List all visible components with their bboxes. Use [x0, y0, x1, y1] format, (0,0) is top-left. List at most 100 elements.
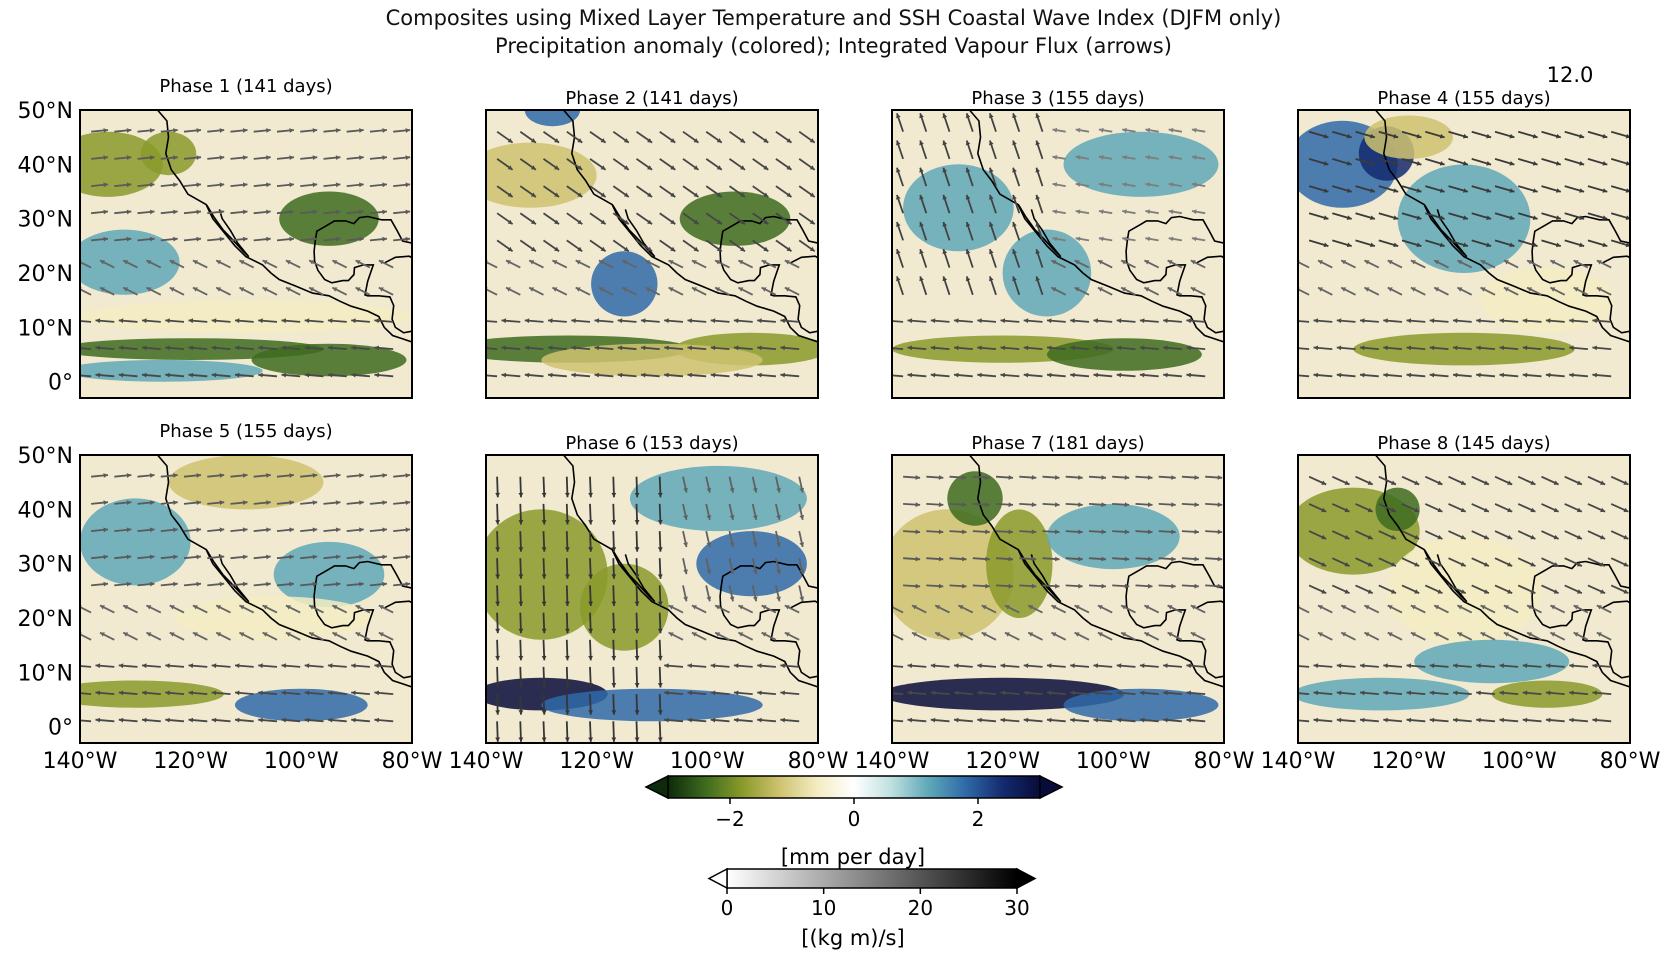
flux-arrow — [518, 694, 524, 715]
coastline-mainland — [156, 110, 412, 343]
panel-title: Phase 6 (153 days) — [565, 433, 738, 454]
coastline-mainland — [1374, 110, 1630, 343]
flux-arrow — [192, 259, 208, 269]
precip-anomaly-patch — [1046, 503, 1180, 570]
flux-arrow — [737, 259, 754, 269]
flux-arrow — [1549, 286, 1566, 296]
coastline-cuba — [1602, 600, 1630, 609]
flux-arrow — [300, 581, 318, 587]
flux-arrow — [565, 558, 570, 579]
panel-frame — [79, 454, 413, 744]
flux-arrow — [1573, 604, 1589, 614]
lat-tick-label: 50°N — [18, 444, 73, 469]
panel-phase-2: Phase 2 (141 days) — [485, 88, 819, 399]
flux-arrow — [1098, 236, 1113, 242]
flux-arrow — [1313, 717, 1333, 723]
flux-arrow — [612, 158, 630, 171]
flux-arrow — [1205, 583, 1223, 589]
flux-arrow — [1587, 212, 1608, 220]
flux-arrow — [1503, 604, 1519, 614]
flux-arrow — [972, 502, 990, 508]
flux-arrow — [705, 185, 723, 198]
coastline-mainland — [1374, 455, 1630, 688]
flux-arrow — [519, 239, 537, 253]
flux-arrow — [977, 372, 997, 378]
flux-arrow — [1522, 372, 1542, 378]
corner-label: 12.0 — [1547, 63, 1594, 87]
flux-arrow — [551, 259, 568, 269]
flux-arrow — [634, 639, 640, 661]
flux-arrow — [896, 113, 904, 132]
flux-arrow — [1452, 318, 1472, 324]
precip-anomaly-patch — [1063, 688, 1219, 722]
flux-arrow — [588, 558, 593, 579]
flux-arrow — [114, 209, 132, 215]
flux-arrow — [393, 182, 411, 188]
flux-arrow — [1452, 663, 1472, 669]
flux-arrow — [327, 717, 347, 723]
flux-arrow — [798, 212, 816, 225]
lon-tick-label: 120°W — [965, 749, 1040, 774]
flux-arrow — [919, 248, 928, 268]
flux-arrow — [1167, 631, 1183, 641]
panel-phase-3: Phase 3 (155 days) — [891, 88, 1225, 399]
flux-arrow — [91, 155, 109, 160]
flux-arrow — [211, 663, 231, 669]
flux-arrow — [238, 259, 255, 269]
flux-arrow — [1065, 475, 1083, 480]
flux-arrow — [331, 604, 348, 614]
flux-arrow — [393, 527, 411, 533]
flux-arrow — [188, 345, 208, 351]
flux-arrow — [1191, 182, 1206, 187]
panel-phase-1: Phase 1 (141 days) — [79, 76, 413, 399]
flux-arrow — [1122, 155, 1136, 160]
flux-arrow — [942, 167, 951, 187]
flux-arrow — [1448, 212, 1469, 220]
flux-arrow — [737, 286, 754, 296]
flux-arrow — [160, 554, 178, 560]
flux-arrow — [1019, 529, 1037, 535]
flux-arrow — [761, 259, 777, 269]
flux-arrow — [258, 663, 278, 669]
flux-arrow — [1042, 556, 1060, 562]
flux-arrow — [1168, 155, 1183, 160]
flux-arrow — [393, 554, 411, 560]
flux-arrow — [934, 631, 950, 641]
vapour-flux-arrows — [1298, 130, 1630, 378]
flux-arrow — [1569, 345, 1588, 351]
flux-arrow — [207, 554, 225, 560]
flux-arrow — [598, 286, 614, 296]
flux-arrow — [972, 529, 990, 535]
flux-arrow — [942, 194, 951, 214]
flux-arrow — [346, 209, 364, 215]
flux-arrow — [1610, 584, 1629, 595]
coastline — [562, 455, 818, 688]
flux-arrow — [230, 155, 248, 160]
flux-arrow — [542, 212, 560, 225]
flux-arrow — [565, 694, 570, 715]
flux-arrow — [253, 182, 271, 188]
flux-arrow — [1135, 583, 1153, 589]
precip-field — [892, 110, 1224, 378]
flux-arrow — [733, 345, 753, 351]
flux-arrow — [1075, 182, 1090, 187]
flux-arrow — [1070, 717, 1090, 723]
flux-arrow — [1564, 212, 1585, 220]
flux-arrow — [1522, 345, 1542, 351]
flux-arrow — [589, 158, 607, 171]
flux-arrow — [122, 631, 138, 641]
flux-arrow — [1052, 236, 1066, 242]
flux-arrow — [351, 663, 370, 669]
flux-arrow — [253, 554, 271, 560]
flux-arrow — [114, 155, 132, 160]
flux-arrow — [1042, 529, 1060, 535]
panel-frame — [485, 454, 819, 744]
flux-arrow — [930, 717, 950, 723]
flux-arrow — [542, 185, 560, 198]
flux-arrow — [1564, 557, 1583, 567]
flux-arrow — [705, 530, 712, 548]
flux-arrow — [141, 345, 161, 351]
flux-arrow — [977, 690, 997, 696]
flux-arrow — [780, 717, 800, 723]
flux-arrow — [1158, 583, 1176, 589]
